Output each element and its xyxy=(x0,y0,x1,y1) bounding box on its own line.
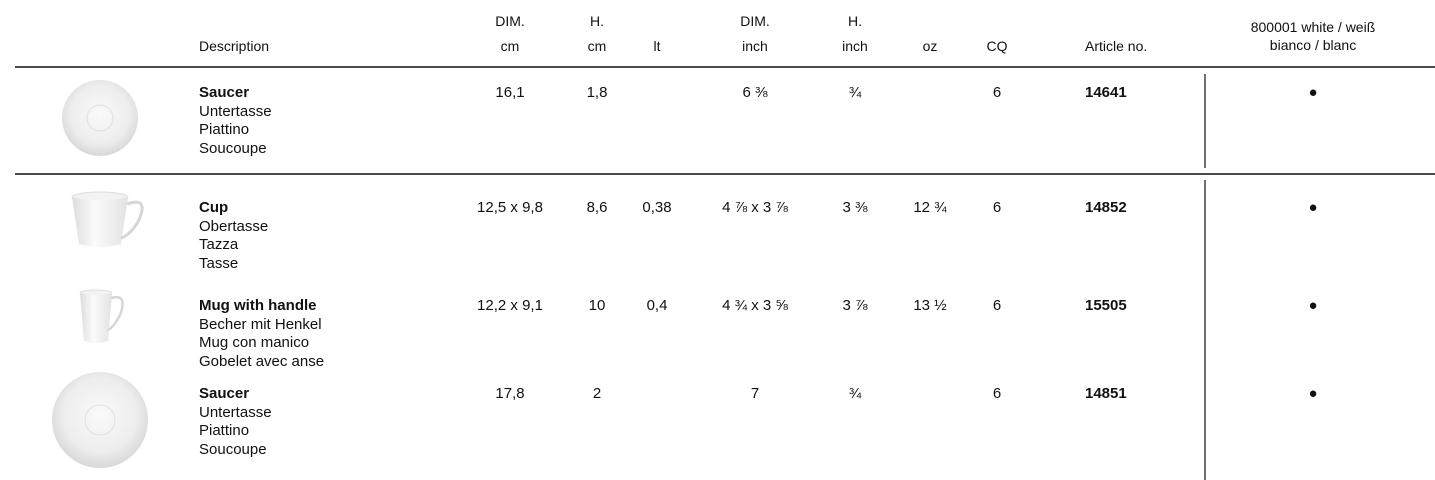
article-cell: 14851 xyxy=(1085,385,1127,402)
dim-cm-cell: 12,5 x 9,8 xyxy=(477,199,543,216)
product-translation: Piattino xyxy=(199,121,250,138)
article-cell: 14852 xyxy=(1085,199,1127,216)
h-inch-cell: ¾ xyxy=(848,385,862,402)
white-cell: ● xyxy=(1308,385,1318,402)
column-header: Description xyxy=(199,38,270,54)
lt-cell: 0,4 xyxy=(646,297,668,314)
column-header: Article no. xyxy=(1085,38,1148,54)
product-translation: Mug con manico xyxy=(199,334,310,351)
article-cell: 14641 xyxy=(1085,84,1127,101)
cq-cell: 6 xyxy=(992,84,1002,101)
cq-cell: 6 xyxy=(992,385,1002,402)
dim-inch-cell: 4 ¾ x 3 ⅝ xyxy=(722,297,788,314)
column-header: 800001 white / weiß xyxy=(1250,19,1376,35)
h-cm-cell: 8,6 xyxy=(586,199,608,216)
product-translation: Soucoupe xyxy=(199,139,267,157)
h-inch-cell: 3 ⅞ xyxy=(842,297,868,314)
dim-cm-cell: 12,2 x 9,1 xyxy=(477,297,543,314)
white-cell: ● xyxy=(1308,199,1318,216)
dim-cm-cell: 16,1 xyxy=(495,84,525,101)
column-header: DIM. xyxy=(495,13,525,29)
product-translation: Untertasse xyxy=(199,102,272,120)
column-header: CQ xyxy=(986,38,1008,54)
product-translation: Gobelet avec anse xyxy=(199,352,325,370)
h-cm-cell: 10 xyxy=(588,297,606,314)
product-name: Saucer xyxy=(199,385,250,402)
dim-cm-cell: 17,8 xyxy=(495,385,525,402)
product-translation: Piattino xyxy=(199,422,250,439)
h-inch-cell: 3 ⅜ xyxy=(842,199,868,216)
column-header: lt xyxy=(653,38,661,54)
column-header: oz xyxy=(922,38,938,54)
lt-cell: 0,38 xyxy=(642,199,672,216)
column-header: inch xyxy=(742,38,768,54)
saucer-image xyxy=(62,80,138,156)
column-header: H. xyxy=(590,13,604,29)
white-cell: ● xyxy=(1308,84,1318,101)
cq-cell: 6 xyxy=(992,297,1002,314)
product-translation: Soucoupe xyxy=(199,440,267,458)
h-inch-cell: ¾ xyxy=(848,84,862,101)
product-translation: Obertasse xyxy=(199,217,269,235)
oz-cell: 12 ¾ xyxy=(913,199,947,216)
h-cm-cell: 1,8 xyxy=(586,84,608,101)
dim-inch-cell: 7 xyxy=(750,385,760,402)
h-cm-cell: 2 xyxy=(592,385,602,402)
cq-cell: 6 xyxy=(992,199,1002,216)
product-name: Cup xyxy=(199,199,229,216)
dim-inch-cell: 6 ⅜ xyxy=(742,84,768,101)
oz-cell: 13 ½ xyxy=(913,297,947,314)
saucer-image xyxy=(52,372,148,468)
column-header: cm xyxy=(587,38,607,54)
dim-inch-cell: 4 ⅞ x 3 ⅞ xyxy=(722,199,788,216)
product-name: Mug with handle xyxy=(199,297,317,314)
column-header: inch xyxy=(842,38,868,54)
article-cell: 15505 xyxy=(1085,297,1127,314)
mug-image xyxy=(79,289,124,343)
column-header: DIM. xyxy=(740,13,770,29)
column-header: bianco / blanc xyxy=(1269,37,1357,53)
product-translation: Untertasse xyxy=(199,403,272,421)
column-header: cm xyxy=(500,38,520,54)
white-cell: ● xyxy=(1308,297,1318,314)
column-header: H. xyxy=(848,13,862,29)
product-translation: Tazza xyxy=(199,236,239,253)
product-name: Saucer xyxy=(199,84,250,101)
cup-image xyxy=(71,191,144,247)
product-translation: Becher mit Henkel xyxy=(199,315,322,333)
product-translation: Tasse xyxy=(199,254,239,272)
